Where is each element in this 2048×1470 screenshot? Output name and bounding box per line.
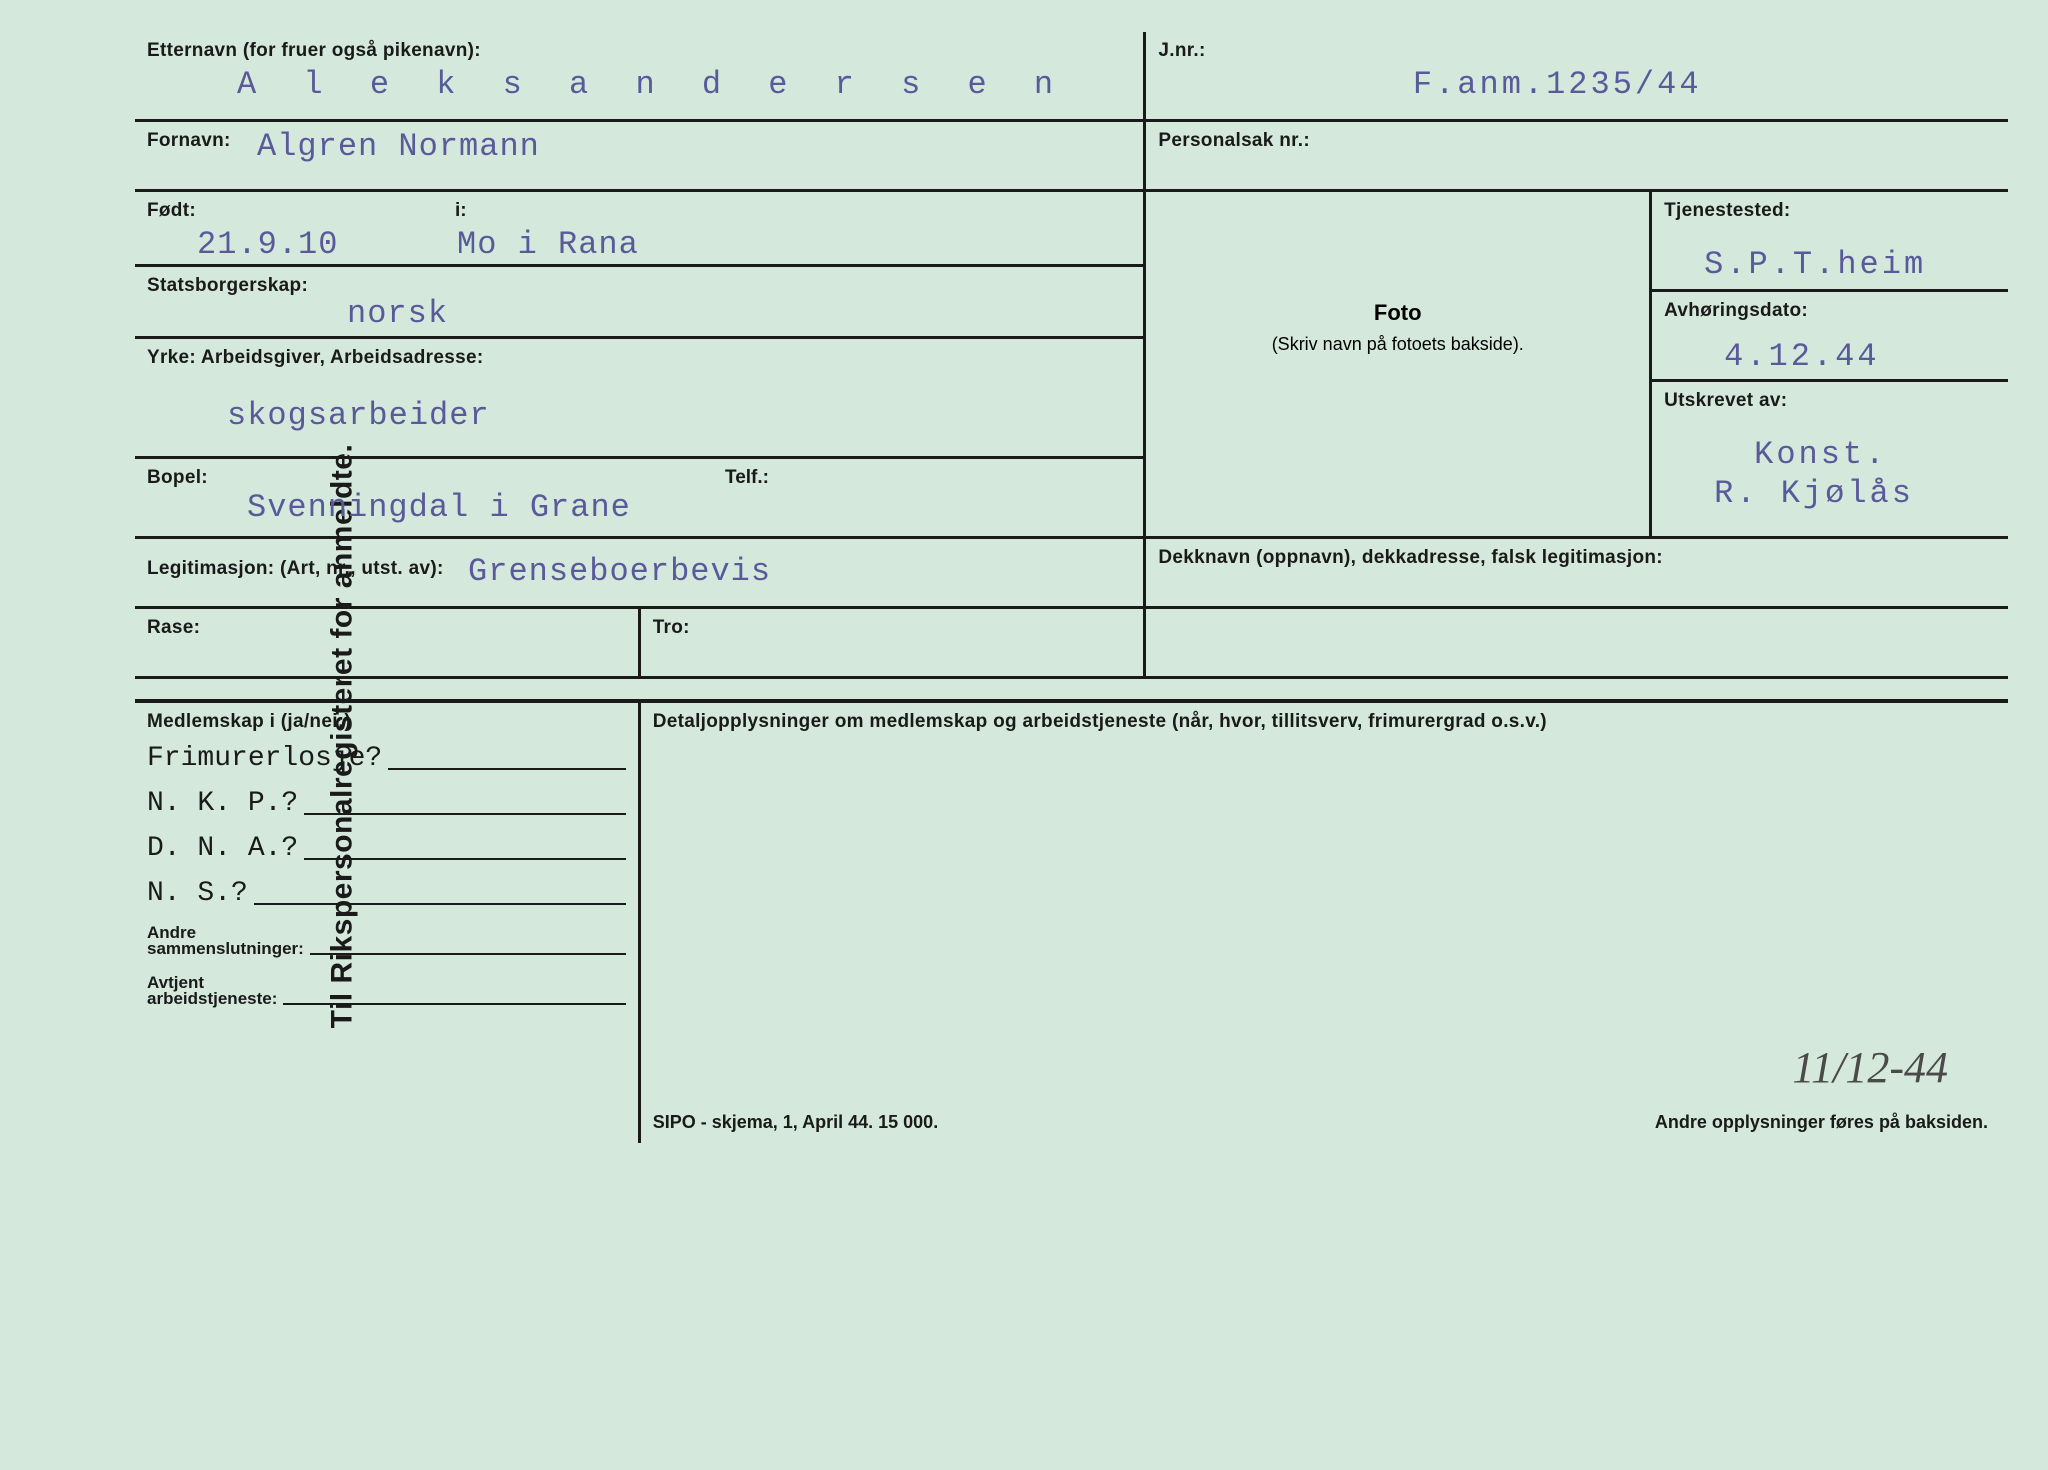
label-bopel: Bopel: [147,467,208,488]
cell-fodt: Født: i: 21.9.10 Mo i Rana [135,192,1143,267]
label-statsborgerskap: Statsborgerskap: [147,275,1131,297]
row-etternavn: Etternavn (for fruer også pikenavn): A l… [135,32,2008,122]
foto-box: Foto (Skriv navn på fotoets bakside). [1158,200,1637,355]
value-fornavn: Algren Normann [147,128,1131,165]
handwritten-date: 11/12-44 [1792,1042,1948,1093]
label-avtjent2: arbeidstjeneste: [147,989,277,1009]
cell-dekknavn: Dekknavn (oppnavn), dekkadresse, falsk l… [1146,539,2008,609]
cell-tro: Tro: [641,609,1147,679]
cell-avhoringsdato: Avhøringsdato: 4.12.44 [1652,292,2008,382]
label-telf: Telf.: [725,467,769,489]
value-tjenestested: S.P.T.heim [1664,246,1996,283]
label-yrke: Yrke: Arbeidsgiver, Arbeidsadresse: [147,347,1131,369]
label-rase: Rase: [147,617,626,639]
label-etternavn: Etternavn (for fruer også pikenavn): [147,40,1131,62]
value-bopel: Svenningdal i Grane [147,489,1131,526]
line [254,903,626,905]
left-column: Født: i: 21.9.10 Mo i Rana Statsborgersk… [135,192,1146,539]
cell-tjenestested: Tjenestested: S.P.T.heim [1652,192,2008,292]
label-fodt: Født: [147,200,196,221]
cell-foto: Foto (Skriv navn på fotoets bakside). [1146,192,1652,539]
label-avhoringsdato: Avhøringsdato: [1664,300,1996,322]
membership-frimurer: Frimurerlosje? [147,743,626,774]
label-legitimasjon: Legitimasjon: (Art, nr., utst. av): [147,558,444,579]
cell-legitimasjon: Legitimasjon: (Art, nr., utst. av): Gren… [135,539,1146,609]
row-rase: Rase: Tro: [135,609,2008,679]
avtjent: Avtjent arbeidstjeneste: [147,973,626,1009]
right-column: Tjenestested: S.P.T.heim Avhøringsdato: … [1652,192,2008,539]
document-page: Til Rikspersonalregisteret for anmeldte.… [60,32,2008,1440]
value-statsborgerskap: norsk [147,295,1131,332]
value-jnr: F.anm.1235/44 [1158,66,1996,103]
form-card: Etternavn (for fruer også pikenavn): A l… [135,32,2008,1440]
label-foto-sub: (Skriv navn på fotoets bakside). [1158,334,1637,355]
label-personalsak: Personalsak nr.: [1158,130,1996,152]
andre-opplysninger-note: Andre opplysninger føres på baksiden. [1655,1112,1988,1133]
cell-medlemskap: Medlemskap i (ja/nei:) Frimurerlosje? N.… [135,703,641,1143]
value-utskrevet2: R. Kjølås [1664,475,1996,512]
membership-q3: D. N. A.? [147,833,298,864]
value-etternavn: A l e k s a n d e r s e n [147,66,1131,103]
membership-nkp: N. K. P.? [147,788,626,819]
line [304,813,625,815]
row-legitimasjon: Legitimasjon: (Art, nr., utst. av): Gren… [135,539,2008,609]
cell-utskrevet: Utskrevet av: Konst. R. Kjølås [1652,382,2008,539]
cell-statsborgerskap: Statsborgerskap: norsk [135,267,1143,339]
line [304,858,625,860]
value-fodt-sted: Mo i Rana [457,226,639,263]
label-fodt-i: i: [455,200,467,222]
sipo-note: SIPO - skjema, 1, April 44. 15 000. [653,1112,939,1133]
line [283,1003,625,1005]
membership-q4: N. S.? [147,878,248,909]
value-legitimasjon: Grenseboerbevis [448,553,771,590]
cell-personalsak: Personalsak nr.: [1146,122,2008,192]
label-utskrevet: Utskrevet av: [1664,390,1996,412]
value-avhoringsdato: 4.12.44 [1664,338,1996,375]
label-jnr: J.nr.: [1158,40,1996,62]
cell-fornavn: Fornavn: Algren Normann [135,122,1146,192]
label-detaljer: Detaljopplysninger om medlemskap og arbe… [653,711,1996,733]
cell-dekknavn-cont [1146,609,2008,679]
label-tjenestested: Tjenestested: [1664,200,1996,222]
middle-section: Født: i: 21.9.10 Mo i Rana Statsborgersk… [135,192,2008,539]
cell-detaljer: Detaljopplysninger om medlemskap og arbe… [641,703,2008,1143]
label-tro: Tro: [653,617,1132,639]
andre-sammenslutninger: Andre sammenslutninger: [147,923,626,959]
cell-rase: Rase: [135,609,641,679]
cell-etternavn: Etternavn (for fruer også pikenavn): A l… [135,32,1146,122]
label-dekknavn: Dekknavn (oppnavn), dekkadresse, falsk l… [1158,547,1996,569]
line [388,768,625,770]
label-medlemskap: Medlemskap i (ja/nei:) [147,711,626,733]
value-utskrevet1: Konst. [1664,436,1996,473]
label-foto: Foto [1158,300,1637,326]
bottom-section: Medlemskap i (ja/nei:) Frimurerlosje? N.… [135,699,2008,1143]
membership-dna: D. N. A.? [147,833,626,864]
cell-yrke: Yrke: Arbeidsgiver, Arbeidsadresse: skog… [135,339,1143,459]
cell-bopel: Bopel: Telf.: Svenningdal i Grane [135,459,1143,539]
line [310,953,626,955]
membership-q1: Frimurerlosje? [147,743,382,774]
value-fodt-dato: 21.9.10 [147,226,457,263]
membership-ns: N. S.? [147,878,626,909]
membership-q2: N. K. P.? [147,788,298,819]
value-yrke: skogsarbeider [147,397,1131,434]
label-andre-samm2: sammenslutninger: [147,939,304,959]
cell-jnr: J.nr.: F.anm.1235/44 [1146,32,2008,122]
row-fornavn: Fornavn: Algren Normann Personalsak nr.: [135,122,2008,192]
